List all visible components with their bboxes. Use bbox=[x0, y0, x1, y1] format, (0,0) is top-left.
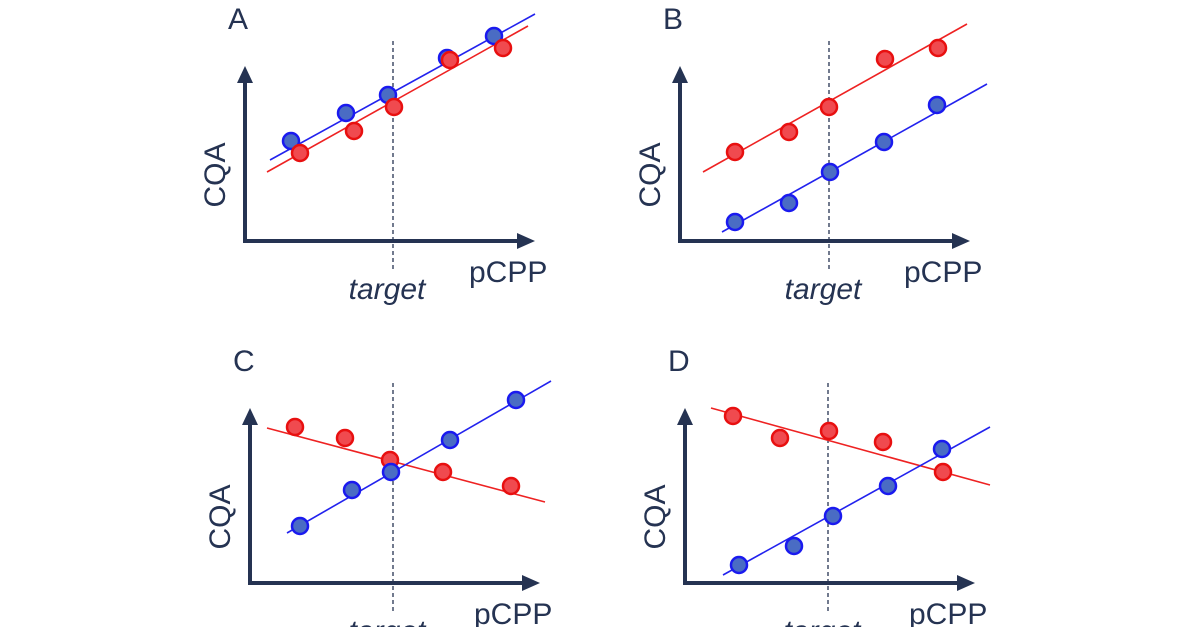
panel-d-data bbox=[710, 406, 991, 576]
x-arrow bbox=[952, 233, 970, 249]
blue-point bbox=[725, 212, 745, 232]
red-point bbox=[344, 121, 364, 141]
panel-frames: A CQA pCPP target B CQA pCPP target C CQA pCPP targ… bbox=[199, 3, 987, 627]
panel-label: C bbox=[233, 345, 255, 378]
blue-point bbox=[784, 536, 804, 556]
red-point bbox=[723, 406, 743, 426]
blue-point bbox=[823, 506, 843, 526]
y-arrow bbox=[677, 408, 693, 425]
blue-point bbox=[820, 162, 840, 182]
blue-point bbox=[440, 430, 460, 450]
red-point bbox=[433, 462, 453, 482]
red-line bbox=[702, 23, 968, 173]
panel-a-data bbox=[266, 13, 536, 173]
panel-frame: A CQA pCPP target bbox=[199, 3, 547, 306]
x-axis-label: pCPP bbox=[469, 256, 547, 289]
blue-point bbox=[878, 476, 898, 496]
y-axis-label: CQA bbox=[639, 484, 672, 549]
y-axis-label: CQA bbox=[199, 142, 232, 207]
x-arrow bbox=[522, 575, 540, 591]
target-label: target bbox=[349, 615, 427, 627]
red-point bbox=[725, 142, 745, 162]
panel-frame: C CQA pCPP target bbox=[204, 345, 552, 627]
red-point bbox=[290, 143, 310, 163]
blue-point bbox=[281, 131, 301, 151]
blue-point bbox=[290, 516, 310, 536]
y-axis-label: CQA bbox=[204, 484, 237, 549]
blue-point bbox=[779, 193, 799, 213]
red-point bbox=[770, 428, 790, 448]
x-arrow bbox=[517, 233, 535, 249]
x-axis-label: pCPP bbox=[474, 598, 552, 627]
red-point bbox=[335, 428, 355, 448]
blue-point bbox=[506, 390, 526, 410]
red-point bbox=[384, 97, 404, 117]
y-axis-label: CQA bbox=[634, 142, 667, 207]
x-axis-label: pCPP bbox=[909, 598, 987, 627]
red-point bbox=[819, 421, 839, 441]
panel-c-data bbox=[266, 380, 552, 536]
panel-label: D bbox=[668, 345, 690, 378]
blue-point bbox=[932, 439, 952, 459]
red-point bbox=[875, 49, 895, 69]
y-arrow bbox=[672, 66, 688, 83]
blue-point bbox=[381, 462, 401, 482]
red-point bbox=[873, 432, 893, 452]
panel-frame: B CQA pCPP target bbox=[634, 3, 982, 306]
red-point bbox=[928, 38, 948, 58]
blue-line bbox=[286, 380, 552, 534]
panel-b-data bbox=[702, 23, 988, 233]
panel-label: B bbox=[663, 3, 683, 36]
blue-point bbox=[874, 132, 894, 152]
panel-label: A bbox=[228, 3, 248, 36]
red-point bbox=[933, 462, 953, 482]
blue-point bbox=[336, 103, 356, 123]
panel-frame: D CQA pCPP target bbox=[639, 345, 987, 627]
x-arrow bbox=[957, 575, 975, 591]
blue-point bbox=[484, 26, 504, 46]
x-axis-label: pCPP bbox=[904, 256, 982, 289]
blue-point bbox=[927, 95, 947, 115]
red-point bbox=[501, 476, 521, 496]
blue-point bbox=[729, 555, 749, 575]
red-point bbox=[440, 50, 460, 70]
target-label: target bbox=[785, 273, 863, 306]
blue-point bbox=[342, 480, 362, 500]
y-arrow bbox=[242, 408, 258, 425]
red-point bbox=[779, 122, 799, 142]
red-point bbox=[493, 38, 513, 58]
target-label: target bbox=[784, 615, 862, 627]
y-arrow bbox=[237, 66, 253, 83]
blue-line bbox=[721, 83, 988, 233]
red-point bbox=[285, 417, 305, 437]
target-label: target bbox=[349, 273, 427, 306]
red-point bbox=[819, 97, 839, 117]
